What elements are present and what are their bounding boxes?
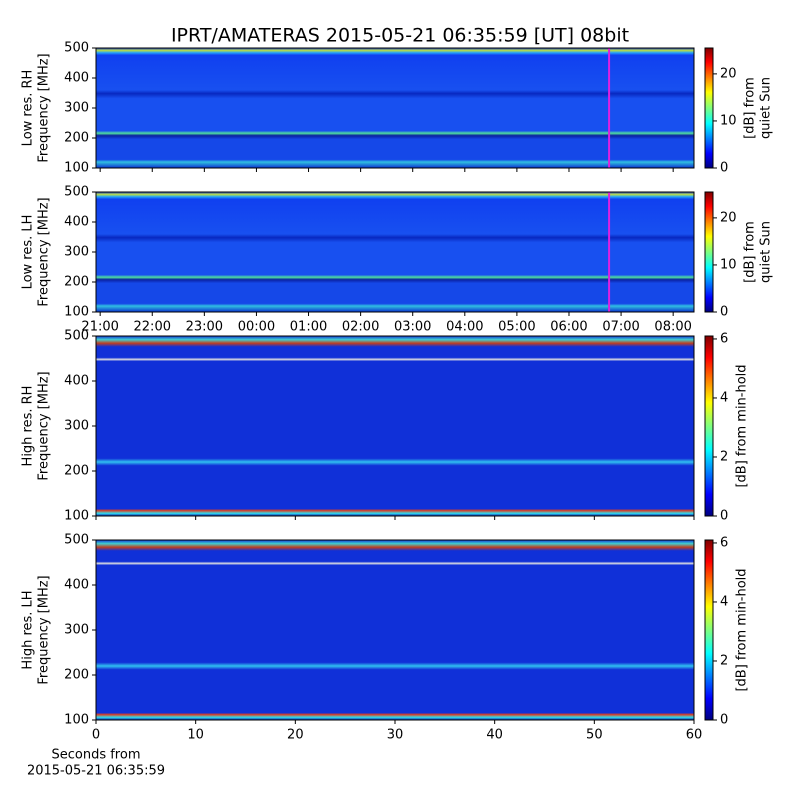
y-tick-label: 400 xyxy=(64,215,89,230)
colorbar-tick-label: 2 xyxy=(720,449,728,464)
y-tick-label: 400 xyxy=(64,374,89,389)
x-tick-label: 03:00 xyxy=(394,320,431,335)
x-tick-label: 60 xyxy=(686,728,703,743)
x-tick-label: 21:00 xyxy=(81,320,118,335)
spectrogram xyxy=(96,540,694,720)
colorbar-label: [dB] from min-hold xyxy=(735,568,750,691)
y-tick-label: 400 xyxy=(64,71,89,86)
colorbar-tick-label: 10 xyxy=(720,257,737,272)
x-tick-label: 0 xyxy=(92,728,100,743)
spectrogram xyxy=(96,336,694,516)
y-tick-label: 200 xyxy=(64,275,89,290)
y-axis-label: High res. LH xyxy=(21,590,36,669)
colorbar-label: quiet Sun xyxy=(759,77,774,139)
x-tick-label: 04:00 xyxy=(446,320,483,335)
x-tick-label: 10 xyxy=(187,728,204,743)
x-tick-label: 02:00 xyxy=(342,320,379,335)
y-axis-label: Low res. LH xyxy=(21,215,36,290)
y-tick-label: 500 xyxy=(64,185,89,200)
x-tick-label: 20 xyxy=(287,728,304,743)
y-tick-label: 500 xyxy=(64,41,89,56)
y-tick-label: 400 xyxy=(64,578,89,593)
y-axis-label: High res. RH xyxy=(21,386,36,467)
x-tick-label: 06:00 xyxy=(550,320,587,335)
colorbar-tick-label: 2 xyxy=(720,653,728,668)
x-tick-label: 40 xyxy=(486,728,503,743)
y-tick-label: 300 xyxy=(64,101,89,116)
colorbar-tick-label: 6 xyxy=(720,535,728,550)
x-tick-label: 08:00 xyxy=(654,320,691,335)
y-tick-label: 100 xyxy=(64,305,89,320)
colorbar-tick-label: 0 xyxy=(720,305,728,320)
y-tick-label: 500 xyxy=(64,329,89,344)
y-tick-label: 500 xyxy=(64,533,89,548)
plot-frame xyxy=(95,335,695,517)
colorbar-label: quiet Sun xyxy=(759,221,774,283)
colorbar-tick-label: 0 xyxy=(720,509,728,524)
y-tick-label: 300 xyxy=(64,623,89,638)
colorbar-tick-label: 6 xyxy=(720,331,728,346)
colorbar-tick-label: 10 xyxy=(720,113,737,128)
x-tick-label: 01:00 xyxy=(290,320,327,335)
colorbar-tick-label: 0 xyxy=(720,161,728,176)
plot-frame xyxy=(95,539,695,721)
colorbar-tick-label: 4 xyxy=(720,594,728,609)
colorbar xyxy=(704,335,714,517)
colorbar-tick-label: 4 xyxy=(720,390,728,405)
x-tick-label: 22:00 xyxy=(134,320,171,335)
colorbar-tick-label: 20 xyxy=(720,66,737,81)
chart-title: IPRT/AMATERAS 2015-05-21 06:35:59 [UT] 0… xyxy=(171,25,629,47)
y-tick-label: 200 xyxy=(64,668,89,683)
y-axis-label: Frequency [MHz] xyxy=(37,575,52,684)
x-axis-label: Seconds from xyxy=(51,748,140,763)
y-tick-label: 300 xyxy=(64,245,89,260)
y-tick-label: 200 xyxy=(64,464,89,479)
x-tick-label: 05:00 xyxy=(498,320,535,335)
colorbar-label: [dB] from min-hold xyxy=(735,364,750,487)
y-tick-label: 300 xyxy=(64,419,89,434)
colorbar-label: [dB] from xyxy=(743,221,758,283)
colorbar xyxy=(704,191,714,313)
colorbar-tick-label: 20 xyxy=(720,210,737,225)
spectrogram xyxy=(96,192,694,312)
y-axis-label: Frequency [MHz] xyxy=(37,53,52,162)
y-axis-label: Low res. RH xyxy=(21,70,36,147)
y-axis-label: Frequency [MHz] xyxy=(37,371,52,480)
y-tick-label: 100 xyxy=(64,161,89,176)
y-tick-label: 100 xyxy=(64,509,89,524)
x-tick-label: 07:00 xyxy=(602,320,639,335)
x-tick-label: 50 xyxy=(586,728,603,743)
colorbar-tick-label: 0 xyxy=(720,713,728,728)
spectrogram xyxy=(96,48,694,168)
x-tick-label: 30 xyxy=(387,728,404,743)
plot-frame xyxy=(95,191,695,313)
colorbar xyxy=(704,47,714,169)
x-tick-label: 23:00 xyxy=(186,320,223,335)
x-axis-label: 2015-05-21 06:35:59 xyxy=(27,764,165,779)
plot-frame xyxy=(95,47,695,169)
y-tick-label: 200 xyxy=(64,131,89,146)
colorbar xyxy=(704,539,714,721)
y-tick-label: 100 xyxy=(64,713,89,728)
x-tick-label: 00:00 xyxy=(238,320,275,335)
y-axis-label: Frequency [MHz] xyxy=(37,197,52,306)
colorbar-label: [dB] from xyxy=(743,77,758,139)
